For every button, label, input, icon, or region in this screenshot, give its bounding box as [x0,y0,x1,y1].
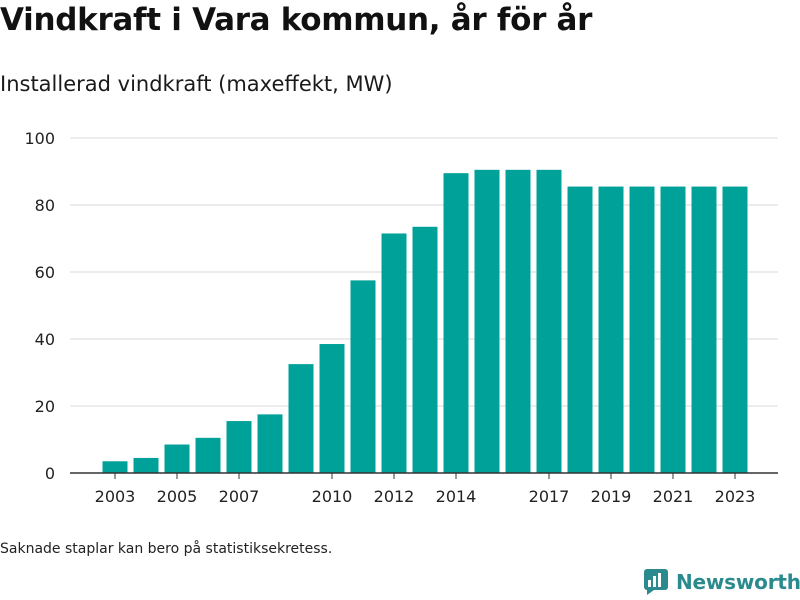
bar-2014 [443,173,469,474]
bar-2006 [195,437,221,473]
footnote: Saknade staplar kan bero på statistiksek… [0,541,333,557]
bar-2009 [288,364,314,473]
x-tick-label: 2005 [157,487,198,506]
bar-2022 [691,186,717,473]
x-tick-label: 2010 [312,487,353,506]
y-tick-label: 40 [35,330,55,349]
bar-chart: 0 20 40 60 80 100 2003 2005 2007 2010 2012 2014 201… [24,129,778,506]
x-tick-label: 2012 [374,487,415,506]
y-tick-label: 20 [35,397,55,416]
bar-2005 [164,444,190,473]
x-tick-label: 2014 [436,487,477,506]
y-tick-label: 0 [45,464,55,483]
y-tick-label: 80 [35,196,55,215]
brand-name: Newsworthy [676,570,800,594]
bar-2017 [536,169,562,473]
x-tick-label: 2019 [591,487,632,506]
x-tick-label: 2023 [715,487,756,506]
bar-2019 [598,186,624,473]
bar-2016 [505,169,531,473]
y-tick-label: 60 [35,263,55,282]
bar-2011 [350,280,376,473]
bar-2018 [567,186,593,473]
bar-2008 [257,414,283,473]
y-tick-label: 100 [24,129,55,148]
bar-2010 [319,344,345,473]
bar-2003 [102,461,128,473]
x-axis-ticks: 2003 2005 2007 2010 2012 2014 2017 2019 2021 2023 [95,473,756,506]
x-tick-label: 2017 [529,487,570,506]
bar-2012 [381,233,407,473]
bars [102,169,748,474]
newsworthy-icon [644,569,668,595]
chart-subtitle: Installerad vindkraft (maxeffekt, MW) [0,72,393,96]
bar-2023 [722,186,748,473]
x-tick-label: 2003 [95,487,136,506]
bar-2007 [226,421,252,473]
newsworthy-logo[interactable]: Newsworthy [644,569,800,595]
chart-title: Vindkraft i Vara kommun, år för år [0,2,593,38]
x-tick-label: 2021 [653,487,694,506]
x-tick-label: 2007 [219,487,260,506]
bar-2020 [629,186,655,473]
bar-2013 [412,226,438,473]
bar-2021 [660,186,686,473]
y-axis-ticks: 0 20 40 60 80 100 [24,129,55,483]
bar-2015 [474,169,500,473]
bar-2004 [133,457,159,473]
